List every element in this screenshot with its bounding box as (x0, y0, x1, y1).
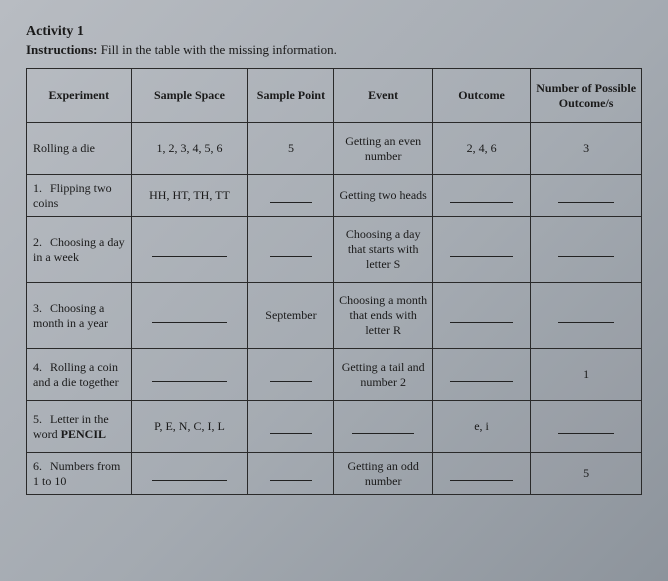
cell-experiment: 3. Choosing a month in a year (27, 283, 132, 349)
cell-sample-space: 1, 2, 3, 4, 5, 6 (131, 123, 248, 175)
blank-line[interactable] (270, 424, 312, 434)
blank-line[interactable] (152, 313, 227, 323)
cell-num-possible: 3 (531, 123, 642, 175)
blank-line[interactable] (450, 247, 513, 257)
cell-outcome: 2, 4, 6 (432, 123, 530, 175)
table-row: 6. Numbers from 1 to 10 Getting an odd nu… (27, 453, 642, 495)
cell-sample-point (248, 401, 334, 453)
instructions-text: Fill in the table with the missing infor… (101, 42, 337, 57)
cell-sample-space (131, 283, 248, 349)
cell-outcome (432, 217, 530, 283)
table-row: 1. Flipping two coinsHH, HT, TH, TT Getti… (27, 175, 642, 217)
cell-sample-space (131, 453, 248, 495)
col-sample-point: Sample Point (248, 69, 334, 123)
col-outcome: Outcome (432, 69, 530, 123)
cell-sample-space (131, 349, 248, 401)
blank-line[interactable] (558, 247, 614, 257)
table-row: 5. Letter in the word PENCILP, E, N, C, … (27, 401, 642, 453)
cell-sample-space: P, E, N, C, I, L (131, 401, 248, 453)
cell-num-possible: 1 (531, 349, 642, 401)
cell-num-possible (531, 175, 642, 217)
cell-event: Getting two heads (334, 175, 432, 217)
probability-table: Experiment Sample Space Sample Point Eve… (26, 68, 642, 495)
cell-sample-point (248, 453, 334, 495)
table-row: Rolling a die1, 2, 3, 4, 5, 65Getting an… (27, 123, 642, 175)
cell-experiment: Rolling a die (27, 123, 132, 175)
cell-num-possible (531, 283, 642, 349)
cell-sample-point: September (248, 283, 334, 349)
cell-outcome (432, 453, 530, 495)
blank-line[interactable] (270, 247, 312, 257)
blank-line[interactable] (558, 193, 614, 203)
cell-outcome: e, i (432, 401, 530, 453)
blank-line[interactable] (450, 471, 513, 481)
table-row: 2. Choosing a day in a week Choosing a da… (27, 217, 642, 283)
blank-line[interactable] (558, 313, 614, 323)
table-row: 4. Rolling a coin and a die together Gett… (27, 349, 642, 401)
cell-num-possible (531, 217, 642, 283)
blank-line[interactable] (450, 193, 513, 203)
blank-line[interactable] (450, 372, 513, 382)
cell-outcome (432, 175, 530, 217)
instructions-line: Instructions: Fill in the table with the… (26, 42, 642, 58)
instructions-label: Instructions: (26, 42, 98, 57)
cell-sample-space: HH, HT, TH, TT (131, 175, 248, 217)
cell-event: Getting an odd number (334, 453, 432, 495)
worksheet-page: Activity 1 Instructions: Fill in the tab… (0, 0, 668, 581)
activity-title: Activity 1 (26, 24, 642, 40)
cell-event: Choosing a day that starts with letter S (334, 217, 432, 283)
col-num-possible: Number of Possible Outcome/s (531, 69, 642, 123)
cell-sample-point (248, 349, 334, 401)
blank-line[interactable] (270, 471, 312, 481)
cell-experiment: 5. Letter in the word PENCIL (27, 401, 132, 453)
blank-line[interactable] (450, 313, 513, 323)
cell-event: Getting an even number (334, 123, 432, 175)
col-experiment: Experiment (27, 69, 132, 123)
blank-line[interactable] (352, 424, 415, 434)
cell-experiment: 2. Choosing a day in a week (27, 217, 132, 283)
cell-num-possible (531, 401, 642, 453)
cell-sample-point (248, 217, 334, 283)
cell-sample-space (131, 217, 248, 283)
blank-line[interactable] (152, 247, 227, 257)
cell-outcome (432, 283, 530, 349)
blank-line[interactable] (152, 372, 227, 382)
col-sample-space: Sample Space (131, 69, 248, 123)
table-header-row: Experiment Sample Space Sample Point Eve… (27, 69, 642, 123)
cell-event: Getting a tail and number 2 (334, 349, 432, 401)
cell-event: Choosing a month that ends with letter R (334, 283, 432, 349)
blank-line[interactable] (152, 471, 227, 481)
cell-num-possible: 5 (531, 453, 642, 495)
cell-experiment: 1. Flipping two coins (27, 175, 132, 217)
cell-event (334, 401, 432, 453)
cell-sample-point: 5 (248, 123, 334, 175)
cell-experiment: 4. Rolling a coin and a die together (27, 349, 132, 401)
table-row: 3. Choosing a month in a year SeptemberCh… (27, 283, 642, 349)
blank-line[interactable] (270, 372, 312, 382)
col-event: Event (334, 69, 432, 123)
blank-line[interactable] (270, 193, 312, 203)
cell-experiment: 6. Numbers from 1 to 10 (27, 453, 132, 495)
cell-sample-point (248, 175, 334, 217)
blank-line[interactable] (558, 424, 614, 434)
cell-outcome (432, 349, 530, 401)
table-body: Rolling a die1, 2, 3, 4, 5, 65Getting an… (27, 123, 642, 495)
